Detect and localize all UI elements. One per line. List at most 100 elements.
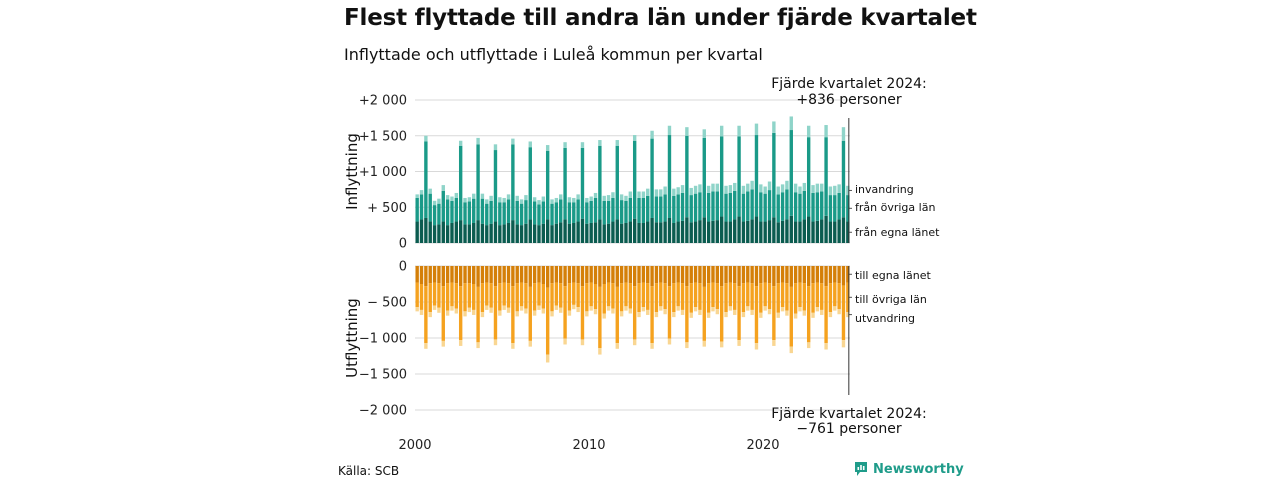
bar-inflow-egna <box>463 224 467 243</box>
bar-inflow-egna <box>572 222 576 243</box>
bar-inflow-egna <box>806 216 811 243</box>
bar-outflow-utvandring <box>567 310 572 316</box>
bar-inflow-invandring <box>711 183 715 192</box>
bar-inflow-egna <box>419 219 424 243</box>
bar-outflow-egna <box>676 266 680 283</box>
bar-inflow-egna <box>728 221 733 243</box>
bar-inflow-invandring <box>663 186 667 195</box>
bar-inflow-egna <box>685 217 689 243</box>
bar-outflow-ovriga <box>441 286 445 341</box>
bar-outflow-utvandring <box>515 311 519 317</box>
bar-outflow-utvandring <box>472 309 476 315</box>
bar-outflow-egna <box>667 266 672 287</box>
bar-inflow-invandring <box>754 123 759 136</box>
bar-outflow-ovriga <box>515 283 519 312</box>
bar-outflow-ovriga <box>593 284 598 310</box>
bar-inflow-invandring <box>628 191 633 198</box>
bar-inflow-egna <box>667 217 672 243</box>
bar-inflow-egna <box>824 215 828 243</box>
bar-outflow-utvandring <box>693 307 698 312</box>
bar-outflow-utvandring <box>445 310 450 316</box>
bar-outflow-ovriga <box>785 283 789 311</box>
bar-inflow-invandring <box>741 185 746 194</box>
bar-inflow-egna <box>472 222 476 243</box>
bar-inflow-egna <box>737 216 741 243</box>
bar-inflow-invandring <box>458 140 463 146</box>
bar-inflow-invandring <box>624 195 628 201</box>
bar-outflow-utvandring <box>833 306 837 311</box>
bar-inflow-ovriga <box>559 199 563 223</box>
bar-inflow-invandring <box>454 192 459 198</box>
bar-inflow-ovriga <box>485 203 489 226</box>
bar-outflow-ovriga <box>780 282 785 308</box>
y-tick-label: −2 000 <box>359 404 407 419</box>
bar-outflow-ovriga <box>419 284 424 310</box>
bar-outflow-egna <box>815 266 820 283</box>
bar-outflow-utvandring <box>593 309 598 315</box>
bar-outflow-ovriga <box>550 283 554 312</box>
bar-inflow-invandring <box>641 191 646 198</box>
bar-inflow-egna <box>611 221 615 243</box>
bar-inflow-egna <box>715 220 720 243</box>
bar-outflow-ovriga <box>767 283 772 310</box>
brand-name: Newsworthy <box>873 461 964 477</box>
bar-inflow-egna <box>480 223 485 243</box>
inflow-bars <box>415 116 850 244</box>
bar-inflow-ovriga <box>663 194 667 222</box>
bar-outflow-egna <box>659 266 663 283</box>
bar-outflow-utvandring <box>706 312 711 318</box>
bar-outflow-egna <box>759 266 763 284</box>
brand-logo[interactable]: Newsworthy <box>854 461 964 477</box>
bar-outflow-utvandring <box>837 309 841 315</box>
bar-outflow-egna <box>554 266 559 283</box>
bar-inflow-invandring <box>580 142 585 148</box>
bar-outflow-ovriga <box>606 282 611 307</box>
bar-outflow-ovriga <box>624 282 628 307</box>
bar-inflow-ovriga <box>580 147 585 219</box>
bar-outflow-egna <box>628 266 633 284</box>
bar-outflow-utvandring <box>458 340 463 346</box>
bar-inflow-invandring <box>780 184 785 193</box>
bar-inflow-egna <box>763 221 767 243</box>
bar-outflow-ovriga <box>458 286 463 341</box>
bar-inflow-egna <box>663 221 667 243</box>
annotation-label: Fjärde kvartalet 2024: <box>771 76 927 92</box>
bar-inflow-ovriga <box>785 189 789 220</box>
bar-outflow-egna <box>711 266 715 283</box>
bar-inflow-invandring <box>532 197 537 202</box>
bar-inflow-ovriga <box>441 190 445 222</box>
bar-inflow-ovriga <box>611 197 615 222</box>
bar-inflow-ovriga <box>676 194 680 222</box>
bar-inflow-egna <box>437 224 441 243</box>
bar-outflow-egna <box>572 266 576 283</box>
bar-outflow-utvandring <box>733 309 737 315</box>
bar-outflow-egna <box>637 266 641 284</box>
bar-outflow-egna <box>437 266 441 284</box>
bar-inflow-ovriga <box>820 191 824 220</box>
bar-outflow-ovriga <box>637 283 641 313</box>
bar-outflow-egna <box>615 266 619 287</box>
bar-outflow-egna <box>693 266 698 283</box>
bar-inflow-egna <box>428 221 432 243</box>
bar-outflow-egna <box>480 266 485 284</box>
bar-inflow-ovriga <box>724 193 728 222</box>
bar-inflow-egna <box>741 221 746 243</box>
bar-inflow-ovriga <box>689 195 693 223</box>
bar-inflow-invandring <box>545 145 550 151</box>
bar-outflow-ovriga <box>685 286 689 343</box>
bar-inflow-egna <box>820 219 824 243</box>
bar-inflow-invandring <box>585 197 589 203</box>
bar-outflow-egna <box>624 266 628 283</box>
bar-inflow-invandring <box>519 199 524 204</box>
y-tick-label: −1 500 <box>359 368 407 383</box>
bar-inflow-ovriga <box>445 199 450 226</box>
bar-inflow-ovriga <box>793 192 798 222</box>
bar-outflow-utvandring <box>502 305 506 310</box>
bar-outflow-utvandring <box>759 312 763 318</box>
bar-inflow-ovriga <box>659 196 663 223</box>
bar-outflow-ovriga <box>489 283 493 308</box>
bar-outflow-ovriga <box>833 282 837 307</box>
bar-inflow-invandring <box>693 185 698 194</box>
bar-inflow-invandring <box>672 188 676 196</box>
bar-outflow-ovriga <box>737 286 741 341</box>
